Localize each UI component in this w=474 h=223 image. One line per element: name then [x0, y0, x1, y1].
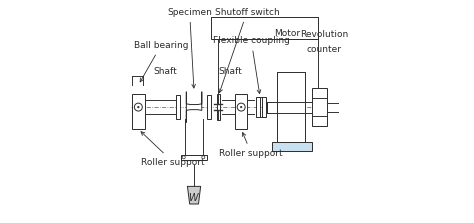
Text: Revolution: Revolution — [300, 30, 348, 39]
Text: Shutoff switch: Shutoff switch — [215, 8, 279, 93]
Bar — [262, 97, 266, 117]
Bar — [181, 155, 207, 160]
Bar — [132, 109, 145, 122]
Bar — [312, 88, 327, 126]
Bar — [272, 142, 312, 151]
Bar — [210, 17, 319, 39]
Bar — [255, 97, 260, 117]
PathPatch shape — [186, 92, 202, 122]
Bar — [132, 94, 145, 129]
Circle shape — [137, 106, 139, 108]
Bar — [235, 109, 247, 122]
Bar — [277, 72, 305, 142]
Text: Roller support: Roller support — [219, 132, 283, 158]
Bar — [217, 94, 220, 120]
Circle shape — [240, 106, 242, 108]
Text: Ball bearing: Ball bearing — [134, 41, 188, 82]
Bar — [207, 95, 211, 119]
PathPatch shape — [187, 186, 201, 204]
Bar — [267, 102, 277, 113]
Bar — [235, 94, 247, 129]
Bar — [176, 95, 181, 119]
Text: $W$: $W$ — [188, 191, 200, 203]
Text: Motor: Motor — [274, 29, 301, 38]
Text: Flexible coupling: Flexible coupling — [213, 36, 290, 93]
Text: Shaft: Shaft — [154, 67, 177, 76]
Text: Specimen: Specimen — [167, 8, 212, 88]
Text: Roller support: Roller support — [141, 132, 205, 167]
Text: Shaft: Shaft — [219, 67, 242, 76]
Text: counter: counter — [307, 45, 341, 54]
